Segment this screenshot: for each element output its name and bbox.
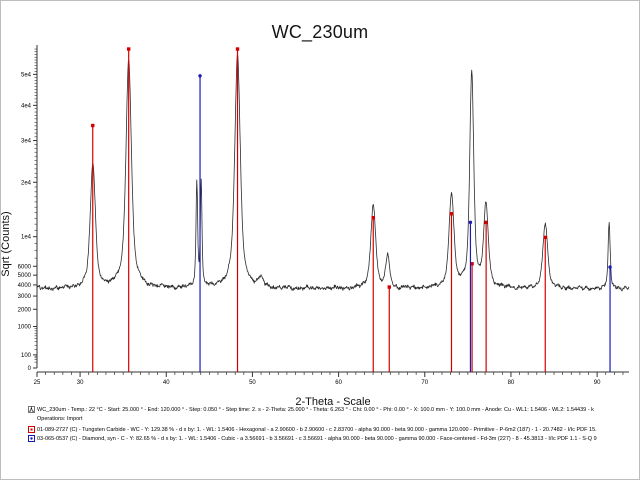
x-tick-label: 80: [508, 380, 515, 386]
diamond-stick-marker: [198, 74, 202, 78]
legend-wc-reference-text: 01-089-2727 (C) - Tungsten Carbide - WC …: [37, 426, 597, 433]
wc-stick-marker: [543, 235, 547, 240]
wc-stick-marker: [387, 285, 391, 289]
wc-stick-marker: [470, 262, 474, 266]
x-tick-label: 60: [335, 380, 342, 386]
wc-stick-marker: [235, 47, 240, 51]
y-tick-label: 1e4: [21, 235, 32, 241]
legend-row-scan[interactable]: WC_230um - Temp.: 22 °C - Start: 25.000 …: [28, 405, 640, 414]
x-tick-label: 40: [163, 380, 170, 386]
legend-diamond-reference-text: 03-065-0537 (C) - Diamond, syn - C - Y: …: [37, 435, 597, 442]
y-tick-label: 100: [21, 353, 32, 359]
wc-stick-marker: [449, 212, 454, 216]
scan-checkbox-icon[interactable]: [28, 406, 35, 413]
x-tick-label: 25: [34, 380, 41, 386]
y-tick-label: 3e4: [21, 139, 32, 145]
y-tick-label: 4e4: [21, 103, 32, 109]
y-tick-label: 3000: [18, 294, 32, 300]
y-tick-label: 5e4: [21, 72, 32, 78]
wc-stick-marker: [371, 215, 375, 220]
x-tick-label: 70: [421, 380, 428, 386]
diamond-reference-marker-icon: [28, 435, 35, 442]
legend-row-diamond-reference[interactable]: 03-065-0537 (C) - Diamond, syn - C - Y: …: [28, 434, 640, 443]
wc-stick-marker: [126, 47, 131, 51]
diamond-stick-marker: [468, 220, 473, 225]
y-tick-label: 5000: [18, 273, 32, 279]
y-tick-label: 4000: [18, 283, 32, 289]
x-axis-title: 2-Theta - Scale: [295, 396, 371, 408]
legend-scan-text: WC_230um - Temp.: 22 °C - Start: 25.000 …: [37, 406, 594, 413]
legend-row-operations: Operations: Import: [28, 414, 640, 423]
diamond-stick-marker: [608, 265, 612, 269]
legend-operations-text: Operations: Import: [37, 415, 83, 422]
y-axis-title: Sqrt (Counts): [0, 211, 12, 277]
y-tick-label: 2000: [18, 307, 32, 313]
wc-stick-marker: [91, 123, 95, 128]
x-tick-label: 90: [594, 380, 601, 386]
x-tick-label: 30: [77, 380, 84, 386]
chart-title: WC_230um: [271, 22, 369, 42]
scan-trace: [36, 54, 630, 292]
y-tick-label: 2e4: [21, 180, 32, 186]
xrd-chart-svg[interactable]: 25 30 40 50 60 70 80 90 0 100 1000 2000 3000 4000 5000…: [0, 0, 640, 400]
xrd-plot-area[interactable]: 25 30 40 50 60 70 80 90 0 100 1000 2000 3000 4000 5000…: [0, 0, 640, 400]
y-tick-label: 6000: [18, 264, 32, 270]
wc-reference-marker-icon: [28, 426, 35, 433]
y-tick-label: 1000: [18, 324, 32, 330]
y-tick-label: 0: [28, 366, 32, 372]
x-tick-label: 50: [249, 380, 256, 386]
wc-stick-marker: [484, 220, 488, 225]
legend-block: WC_230um - Temp.: 22 °C - Start: 25.000 …: [28, 405, 640, 443]
legend-row-wc-reference[interactable]: 01-089-2727 (C) - Tungsten Carbide - WC …: [28, 425, 640, 434]
